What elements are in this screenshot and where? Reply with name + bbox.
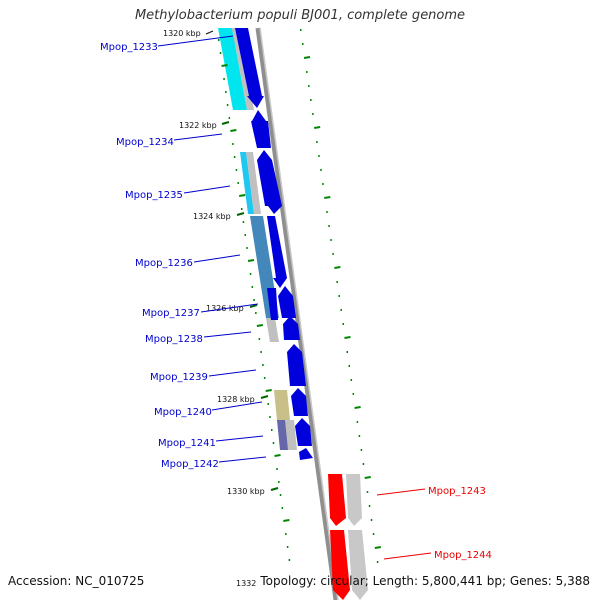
leader-line-1239 xyxy=(208,369,257,377)
genome-backbone-highlight xyxy=(259,27,339,600)
gc-outer-mark xyxy=(364,476,371,479)
reverse-genes[interactable] xyxy=(328,474,368,600)
gene-mpop-1233[interactable] xyxy=(235,28,264,108)
gc-inner-mark xyxy=(239,194,246,197)
gc-outer-mark xyxy=(344,336,351,339)
map-title: Methylobacterium populi BJ001, complete … xyxy=(134,8,466,23)
annotation-block-1233 xyxy=(218,28,247,110)
tick-label-1322: 1322 kbp xyxy=(179,121,217,130)
leader-line-1233 xyxy=(157,35,234,47)
tick-mark-1320 xyxy=(205,30,214,35)
leader-line-1237 xyxy=(200,303,259,313)
gc-outer-mark xyxy=(313,126,321,129)
tick-mark-1328 xyxy=(260,395,269,399)
leader-line-1242 xyxy=(218,456,267,463)
gene-mpop-1236[interactable] xyxy=(267,216,287,288)
gene-mpop-1243-b[interactable] xyxy=(346,474,362,526)
gene-mpop-1237a[interactable] xyxy=(267,288,278,320)
gene-mpop-1239[interactable] xyxy=(287,344,306,386)
annotation-block-1238 xyxy=(266,318,279,342)
gc-outer-mark xyxy=(303,56,311,59)
genome-backbone xyxy=(255,27,339,600)
gc-outer-mark xyxy=(334,266,341,269)
gene-label-1239[interactable]: Mpop_1239 xyxy=(150,372,208,383)
annotation-block-1235-b xyxy=(246,152,261,214)
tick-label-1328: 1328 kbp xyxy=(217,395,255,404)
gc-outer-mark xyxy=(354,406,361,409)
gene-mpop-1244[interactable] xyxy=(330,530,350,600)
leader-line-1238 xyxy=(203,331,252,338)
gene-label-1233[interactable]: Mpop_1233 xyxy=(100,42,158,53)
tick-label-1332: 1332 xyxy=(236,579,256,588)
gc-outer-mark xyxy=(324,196,331,199)
gene-mpop-1240[interactable] xyxy=(291,388,308,416)
gene-mpop-1244-b[interactable] xyxy=(348,530,368,600)
gene-label-1244[interactable]: Mpop_1244 xyxy=(434,550,492,561)
annotation-block-1241-b xyxy=(285,420,297,450)
gene-label-1235[interactable]: Mpop_1235 xyxy=(125,190,183,201)
tick-label-1324: 1324 kbp xyxy=(193,212,231,221)
leader-line-1235 xyxy=(183,185,231,194)
leader-line-1243 xyxy=(376,488,426,496)
gene-mpop-1241[interactable] xyxy=(295,418,312,446)
gc-inner-mark xyxy=(283,519,290,522)
gene-label-1236[interactable]: Mpop_1236 xyxy=(135,258,193,269)
gene-mpop-1234[interactable] xyxy=(251,110,271,148)
gene-label-1243[interactable]: Mpop_1243 xyxy=(428,486,486,497)
leader-line-1244 xyxy=(383,552,432,560)
gene-label-1242[interactable]: Mpop_1242 xyxy=(161,459,219,470)
gc-outer-mark xyxy=(374,546,381,549)
gc-content-track-inner xyxy=(218,39,291,561)
gene-label-1241[interactable]: Mpop_1241 xyxy=(158,438,216,449)
leader-line-1240 xyxy=(211,401,263,411)
tick-label-1320: 1320 kbp xyxy=(163,29,201,38)
gc-inner-mark xyxy=(221,64,228,67)
gene-label-1240[interactable]: Mpop_1240 xyxy=(154,407,212,418)
tick-label-1330: 1330 kbp xyxy=(227,487,265,496)
gc-inner-mark xyxy=(230,129,237,132)
gene-label-1238[interactable]: Mpop_1238 xyxy=(145,334,203,345)
gene-mpop-1238[interactable] xyxy=(283,316,300,340)
gene-labels[interactable]: Mpop_1233 Mpop_1234 Mpop_1235 Mpop_1236 … xyxy=(100,35,492,561)
tick-mark-1330 xyxy=(270,487,279,491)
gc-inner-mark xyxy=(265,389,272,392)
gc-skew-track-outer xyxy=(300,29,381,563)
gene-label-1237[interactable]: Mpop_1237 xyxy=(142,308,200,319)
annotation-block-1240 xyxy=(274,390,290,420)
tick-mark-1326 xyxy=(249,304,258,308)
gene-mpop-1237[interactable] xyxy=(278,286,296,318)
annotation-block-1235 xyxy=(240,152,254,214)
leader-line-1241 xyxy=(215,435,264,442)
topology-summary: Topology: circular; Length: 5,800,441 bp… xyxy=(260,574,590,588)
gene-label-1234[interactable]: Mpop_1234 xyxy=(116,137,174,148)
gene-mpop-1235[interactable] xyxy=(257,150,282,214)
gc-inner-mark xyxy=(274,454,281,457)
gene-mpop-1243[interactable] xyxy=(328,474,346,526)
tick-mark-1324 xyxy=(236,212,245,216)
gc-inner-mark xyxy=(247,259,255,262)
gc-inner-mark xyxy=(256,324,264,327)
gene-mpop-1242[interactable] xyxy=(299,448,313,460)
accession-label: Accession: NC_010725 xyxy=(8,574,145,588)
forward-genes[interactable] xyxy=(235,28,313,460)
leader-line-1236 xyxy=(193,254,241,263)
leader-line-1234 xyxy=(173,133,223,141)
tick-mark-1322 xyxy=(221,121,230,125)
